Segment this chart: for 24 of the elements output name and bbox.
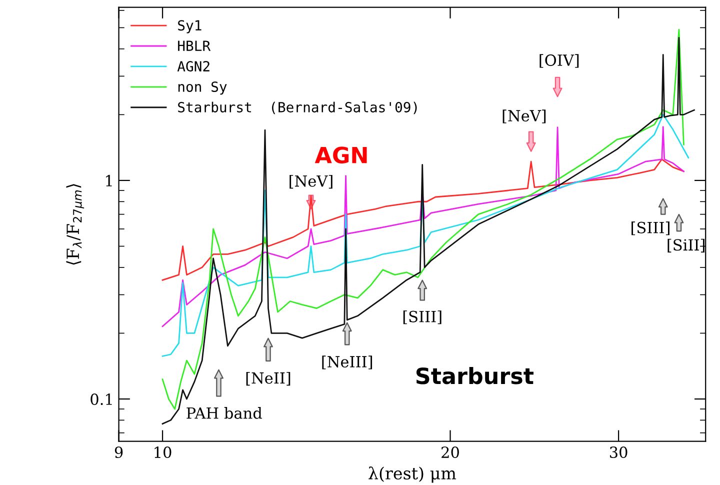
- y-tick-label: 1: [106, 174, 112, 186]
- annotation: AGN: [314, 146, 367, 164]
- annotation: [NeIII]: [322, 356, 372, 370]
- y-axis-title: ⟨F$_{λ}$/F$_{27μm}$⟩: [66, 184, 84, 265]
- annotation: [NeV]: [290, 174, 332, 189]
- y-tick-label: 0.1: [90, 393, 112, 406]
- legend-label: Starburst (Bernard-Salas'09): [178, 102, 417, 114]
- annotation: Starburst: [416, 367, 534, 384]
- legend-label: Sy1: [178, 20, 202, 34]
- legend-label: non Sy: [178, 81, 227, 95]
- x-tick-label: 10: [154, 446, 172, 458]
- annotation: [OIV]: [540, 54, 579, 68]
- annotation: PAH band: [186, 407, 262, 419]
- x-axis-title: λ(rest) μm: [368, 466, 456, 483]
- x-tick-label: 30: [610, 446, 628, 458]
- x-tick-label: 9: [114, 446, 123, 458]
- annotation: [SIII]: [632, 222, 670, 236]
- legend-label: AGN2: [177, 61, 210, 72]
- x-tick-label: 20: [442, 446, 459, 458]
- annotation: [SIII]: [403, 310, 442, 324]
- annotation: [NeII]: [246, 372, 290, 386]
- annotation: [SiII]: [668, 238, 704, 252]
- annotation: [NeV]: [502, 110, 546, 124]
- legend-label: HBLR: [178, 40, 211, 51]
